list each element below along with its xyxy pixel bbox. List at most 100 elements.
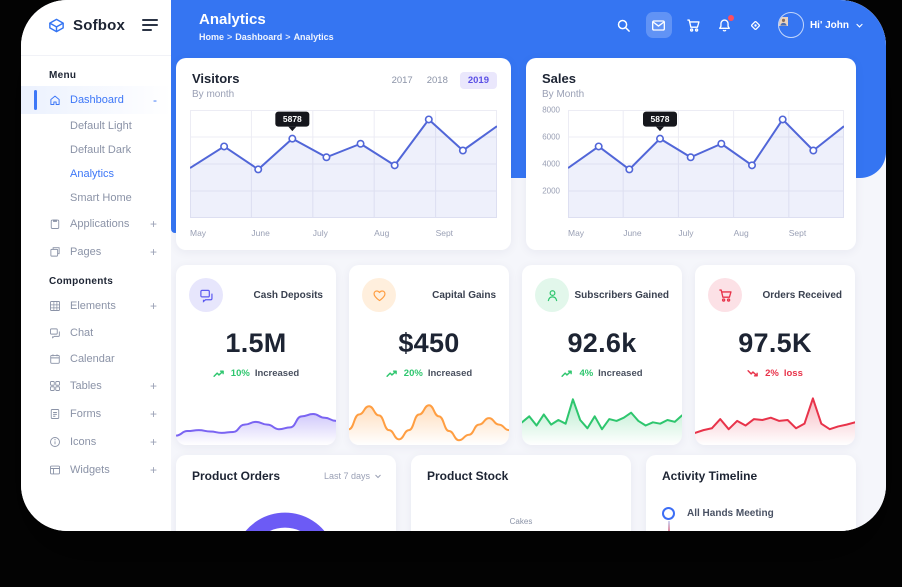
sidebar-item-widgets[interactable]: Widgets + [21, 456, 171, 484]
year-tab-2019[interactable]: 2019 [459, 72, 497, 89]
stat-card-cash-deposits: Cash Deposits 1.5M 10% Increased [176, 265, 336, 445]
timeline-item-label: All Hands Meeting [687, 508, 774, 519]
form-icon [49, 408, 61, 420]
visitors-x-axis: May June July Aug Sept [190, 228, 497, 238]
sidebar-item-forms[interactable]: Forms + [21, 400, 171, 428]
menu-toggle-icon[interactable] [142, 19, 158, 34]
sidebar-item-pages[interactable]: Pages + [21, 238, 171, 266]
sidebar: Sofbox Menu Dashboard - Default Light Defa… [21, 0, 171, 531]
x-axis-label: July [678, 228, 694, 238]
sidebar-subitem-smart-home[interactable]: Smart Home [70, 192, 132, 204]
sidebar-item-icons[interactable]: Icons + [21, 428, 171, 456]
x-axis-label: Sept [435, 228, 454, 238]
scrollbar-thumb[interactable] [171, 0, 179, 233]
y-axis-label: 6000 [542, 132, 560, 142]
cart-icon [708, 278, 742, 312]
change-text: loss [783, 368, 803, 379]
stat-card-orders-received: Orders Received 97.5K 2% loss [695, 265, 855, 445]
sidebar-item-tables[interactable]: Tables + [21, 372, 171, 400]
breadcrumb: Home > Dashboard > Analytics [199, 32, 334, 42]
activity-timeline-title: Activity Timeline [662, 469, 758, 483]
trend-up-icon [386, 369, 399, 378]
stat-card-subscribers-gained: Subscribers Gained 92.6k 4% Increased [522, 265, 682, 445]
search-icon[interactable] [615, 16, 633, 34]
pages-icon [49, 246, 61, 258]
expand-indicator: + [149, 245, 157, 259]
expand-indicator: + [149, 407, 157, 421]
stat-change: 10% Increased [176, 368, 336, 379]
user-greeting: Hi' John [809, 19, 849, 31]
product-orders-card: Product Orders Last 7 days [176, 455, 396, 531]
year-tab-2018[interactable]: 2018 [426, 75, 448, 86]
bell-icon[interactable] [716, 15, 734, 34]
sidebar-subitem-default-light[interactable]: Default Light [70, 120, 132, 132]
stat-value: 1.5M [225, 328, 287, 358]
year-tabs: 2017 2018 2019 [390, 72, 497, 89]
stat-label: Subscribers Gained [574, 289, 669, 301]
y-axis-label: 8000 [542, 105, 560, 115]
stat-value: 97.5K [738, 328, 812, 358]
sidebar-item-elements[interactable]: Elements + [21, 292, 171, 320]
locate-icon[interactable] [747, 16, 765, 34]
change-percent: 2% [765, 368, 779, 379]
product-stock-category-label: Cakes [509, 517, 533, 526]
filter-label: Last 7 days [323, 471, 370, 481]
activity-timeline-card: Activity Timeline All Hands Meeting [646, 455, 856, 531]
avatar [777, 12, 804, 38]
visitors-card: Visitors By month 2017 2018 2019 5878 May J… [176, 58, 511, 250]
mail-icon[interactable] [645, 12, 672, 38]
sidebar-item-label: Calendar [70, 353, 115, 365]
change-text: Increased [427, 368, 473, 379]
trend-up-icon [213, 369, 226, 378]
grid-icon [49, 300, 61, 312]
sidebar-item-dashboard[interactable]: Dashboard - [21, 86, 171, 114]
stat-sparkline [695, 391, 855, 445]
logo-text: Sofbox [73, 17, 126, 34]
sidebar-subitem-default-dark[interactable]: Default Dark [70, 144, 132, 156]
sidebar-item-label: Pages [70, 246, 102, 258]
chevron-down-icon [375, 474, 381, 479]
chevron-down-icon [855, 21, 864, 30]
home-icon [49, 94, 61, 106]
table-icon [49, 380, 61, 392]
sidebar-item-label: Forms [70, 408, 102, 420]
sidebar-item-calendar[interactable]: Calendar [21, 346, 171, 372]
product-orders-filter[interactable]: Last 7 days [324, 471, 382, 481]
x-axis-label: Aug [374, 228, 390, 238]
user-menu[interactable]: Hi' John [777, 12, 864, 38]
x-axis-label: June [251, 228, 270, 238]
timeline-marker-icon [662, 507, 675, 520]
sidebar-section-header: Components [49, 276, 114, 287]
year-tab-2017[interactable]: 2017 [391, 75, 413, 86]
logo[interactable]: Sofbox [21, 0, 171, 35]
stat-sparkline [176, 391, 336, 445]
widget-icon [49, 464, 61, 476]
breadcrumb-item[interactable]: Analytics [293, 32, 334, 42]
change-percent: 10% [230, 368, 250, 379]
sidebar-menu: Menu Dashboard - Default Light Default Dar… [21, 55, 171, 484]
sales-x-axis: May June July Aug Sept [568, 228, 844, 238]
sidebar-item-label: Dashboard [70, 94, 124, 106]
main-area: Analytics Home > Dashboard > Analytics Hi' J… [171, 0, 886, 531]
x-axis-label: Sept [788, 228, 807, 238]
breadcrumb-item[interactable]: Home [199, 32, 225, 42]
trend-up-icon [561, 369, 574, 378]
y-axis-label: 4000 [542, 159, 560, 169]
sidebar-item-label: Widgets [70, 464, 110, 476]
sales-y-axis: 8000 6000 4000 2000 [538, 106, 564, 218]
stat-label: Orders Received [762, 289, 843, 301]
x-axis-label: June [623, 228, 642, 238]
change-percent: 4% [579, 368, 594, 379]
sidebar-item-applications[interactable]: Applications + [21, 210, 171, 238]
breadcrumb-item[interactable]: Dashboard [235, 32, 283, 42]
x-axis-label: May [568, 228, 585, 238]
sales-subtitle: By Month [542, 89, 585, 100]
stat-value: $450 [398, 328, 460, 358]
timeline-item[interactable]: All Hands Meeting [662, 507, 774, 520]
product-stock-title: Product Stock [427, 469, 509, 483]
sofbox-logo-icon [49, 18, 64, 33]
cart-icon[interactable] [685, 16, 703, 34]
stat-change: 4% Increased [522, 368, 682, 379]
sidebar-item-chat[interactable]: Chat [21, 320, 171, 346]
sidebar-subitem-analytics[interactable]: Analytics [70, 168, 115, 180]
